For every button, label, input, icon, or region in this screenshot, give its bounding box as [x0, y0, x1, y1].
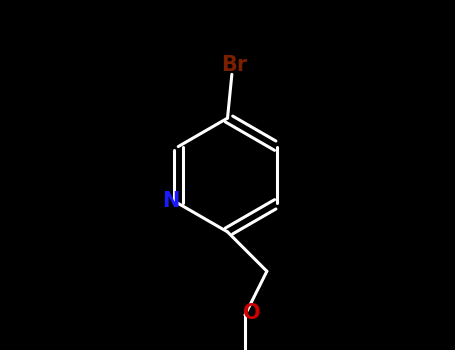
Text: N: N [162, 191, 179, 211]
Text: O: O [243, 303, 261, 323]
Text: Br: Br [221, 55, 247, 75]
